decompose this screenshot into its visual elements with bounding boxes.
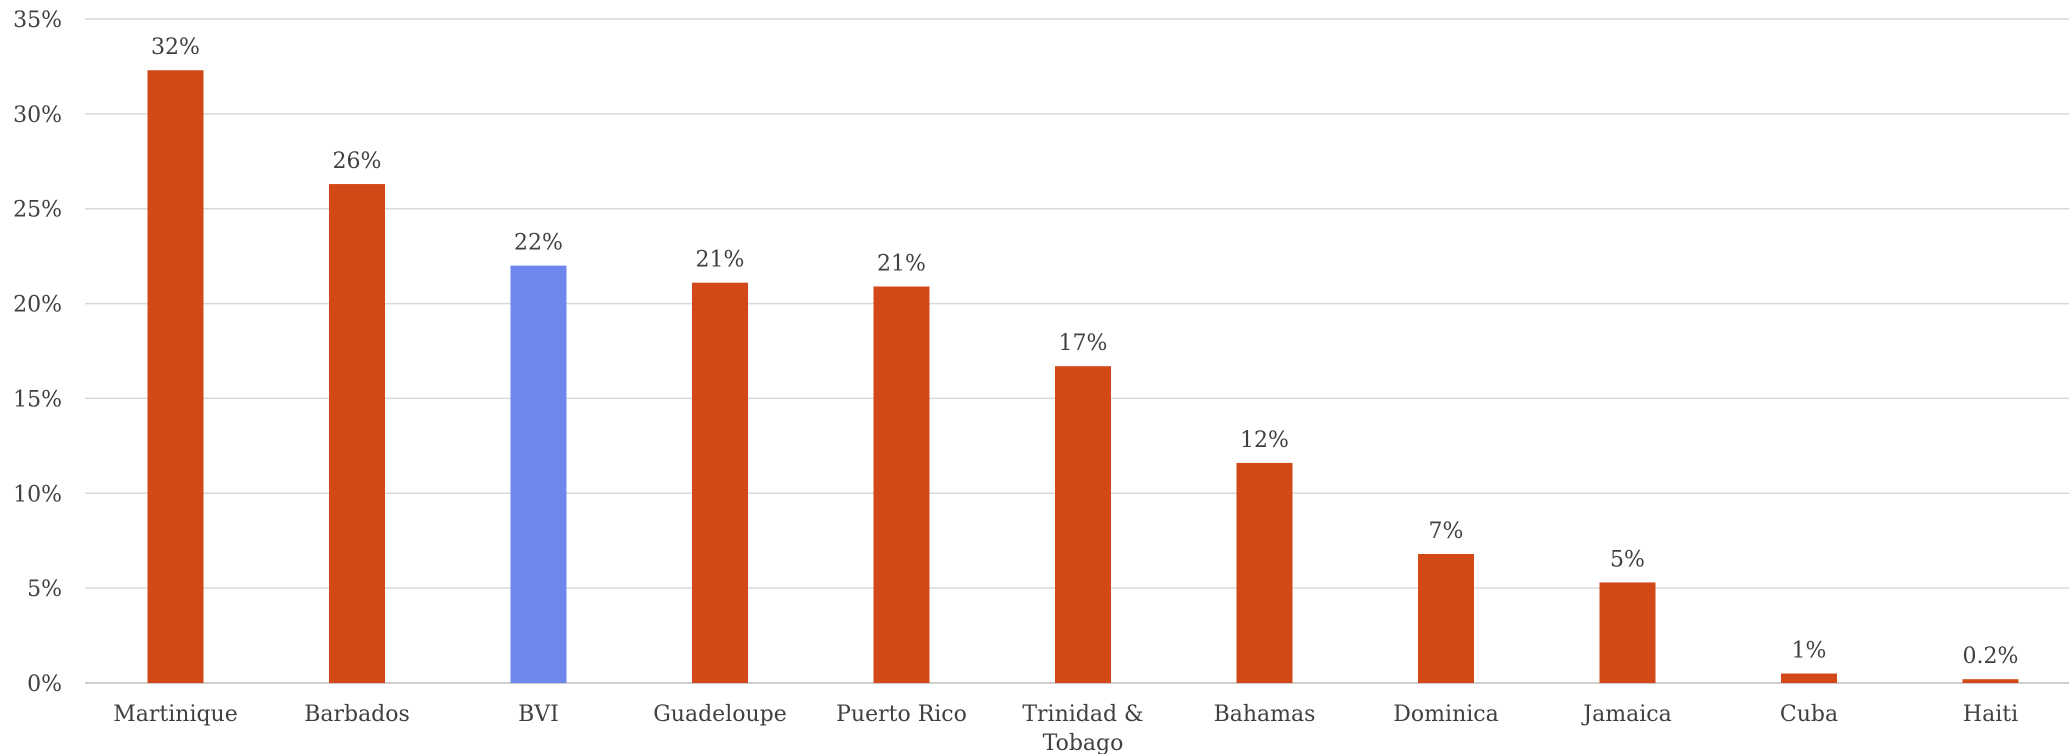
bar xyxy=(1055,366,1111,683)
x-tick-label: Barbados xyxy=(304,702,410,727)
x-tick-label: Tobago xyxy=(1043,731,1124,754)
bar xyxy=(510,265,567,683)
bar xyxy=(147,70,204,684)
data-label: 32% xyxy=(151,35,200,60)
y-tick-label: 30% xyxy=(13,103,62,128)
x-tick-label: Cuba xyxy=(1780,702,1838,727)
x-tick-label: Bahamas xyxy=(1214,702,1316,727)
bars xyxy=(147,70,2019,684)
data-label: 26% xyxy=(333,149,382,174)
x-tick-label: BVI xyxy=(518,702,559,727)
bar xyxy=(1236,462,1293,683)
bar xyxy=(1781,673,1837,683)
data-labels: 32% 26% 22% 21% 21% 17% 12% 7% 5% 1% 0.2% xyxy=(151,35,2018,669)
y-tick-label: 20% xyxy=(13,293,62,318)
y-tick-label: 35% xyxy=(13,8,62,33)
y-tick-label: 0% xyxy=(27,672,62,697)
x-tick-label: Puerto Rico xyxy=(836,702,967,727)
data-label: 1% xyxy=(1792,639,1827,664)
x-tick-label: Trinidad & xyxy=(1022,702,1143,727)
x-tick-label: Jamaica xyxy=(1581,702,1671,727)
bar xyxy=(1418,553,1474,683)
data-label: 21% xyxy=(877,251,926,276)
bar xyxy=(1599,582,1656,683)
x-tick-label: Guadeloupe xyxy=(653,702,787,727)
x-tick-label: Martinique xyxy=(113,702,238,727)
y-tick-label: 5% xyxy=(27,577,62,602)
x-tick-label: Haiti xyxy=(1963,702,2018,727)
y-tick-label: 15% xyxy=(13,387,62,412)
data-label: 21% xyxy=(696,248,745,273)
y-tick-label: 25% xyxy=(13,198,62,223)
x-tick-label: Dominica xyxy=(1393,702,1498,727)
bar xyxy=(329,184,385,683)
data-label: 22% xyxy=(514,231,563,256)
y-tick-label: 10% xyxy=(13,482,62,507)
data-label: 17% xyxy=(1059,331,1108,356)
y-axis: 0% 5% 10% 15% 20% 25% 30% 35% xyxy=(13,8,62,697)
data-label: 7% xyxy=(1429,519,1464,544)
data-label: 12% xyxy=(1240,428,1289,453)
bar xyxy=(1962,679,2019,683)
bar xyxy=(692,282,748,683)
bar xyxy=(873,286,930,683)
data-label: 5% xyxy=(1610,547,1645,572)
data-label: 0.2% xyxy=(1963,644,2019,669)
x-axis: Martinique Barbados BVI Guadeloupe Puerto Ri… xyxy=(113,702,2018,754)
